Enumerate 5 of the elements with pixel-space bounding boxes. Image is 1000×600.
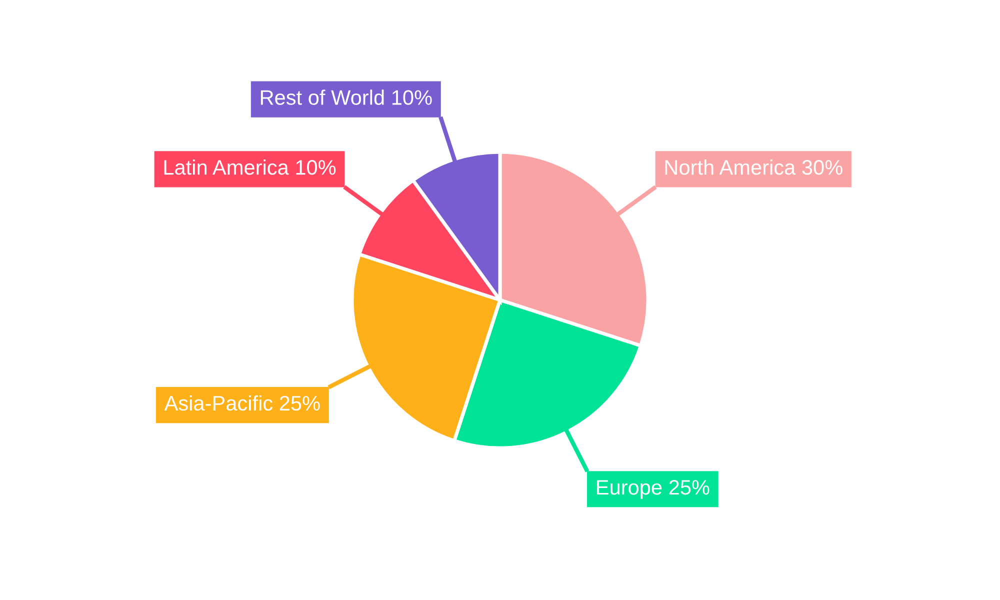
slice-label: Asia-Pacific 25% bbox=[164, 395, 320, 411]
slice-label: Rest of World 10% bbox=[260, 90, 432, 105]
slice-label: North America 30% bbox=[665, 159, 842, 175]
slice-label: Europe 25% bbox=[597, 480, 710, 499]
slice-label: Latin America 10% bbox=[164, 159, 336, 175]
